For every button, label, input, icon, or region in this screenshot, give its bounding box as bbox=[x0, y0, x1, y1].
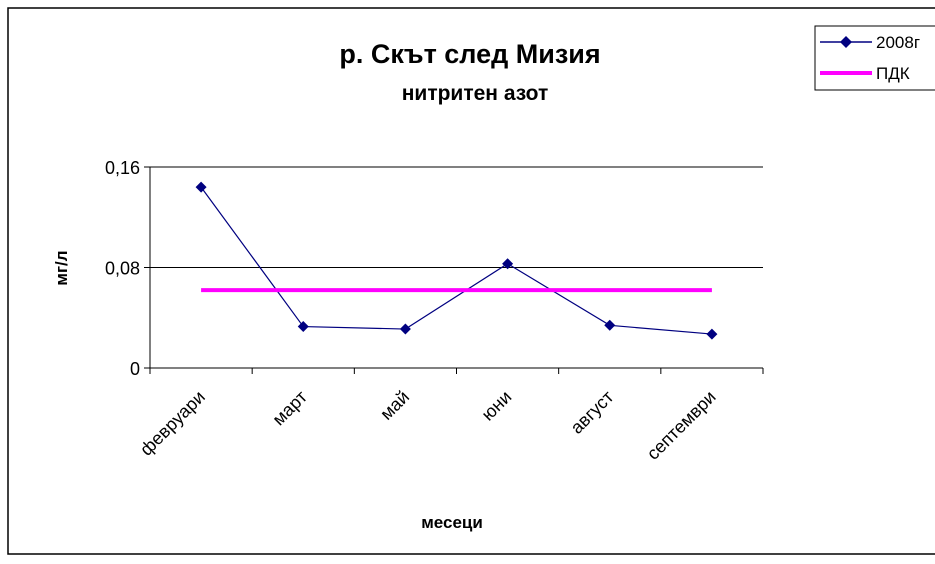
series-1-point-0 bbox=[195, 181, 207, 193]
gridlines bbox=[150, 166, 763, 268]
legend-marker-series-1 bbox=[840, 36, 852, 48]
series-1-point-1 bbox=[297, 321, 309, 333]
y-tick-label-2: 0,16 bbox=[105, 158, 140, 178]
y-axis-ticks: 0 0,08 0,16 bbox=[105, 158, 150, 379]
series-line-1 bbox=[200, 186, 712, 335]
chart-frame bbox=[7, 7, 935, 555]
legend-label-series-2: ПДК bbox=[876, 64, 910, 83]
legend: 2008г ПДК bbox=[814, 25, 935, 91]
series-1-point-2 bbox=[399, 323, 411, 335]
y-axis-label: мг/л bbox=[52, 250, 71, 285]
series-1-point-3 bbox=[502, 258, 514, 270]
legend-box bbox=[814, 25, 935, 91]
x-axis-label: месеци bbox=[421, 513, 483, 532]
chart-subtitle: нитритен азот bbox=[402, 82, 549, 105]
series-1-point-4 bbox=[604, 319, 616, 331]
y-tick-label-1: 0,08 bbox=[105, 259, 140, 279]
series-layer bbox=[195, 181, 718, 340]
legend-label-series-1: 2008г bbox=[876, 33, 920, 52]
y-tick-label-0: 0 bbox=[130, 359, 140, 379]
series-1-point-5 bbox=[706, 328, 718, 340]
chart-title: р. Скът след Мизия bbox=[339, 39, 600, 69]
